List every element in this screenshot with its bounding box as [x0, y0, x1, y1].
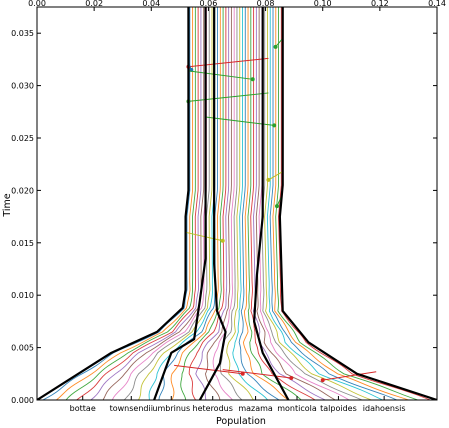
lineage-line — [252, 7, 326, 400]
y-axis-tick-label: 0.035 — [11, 29, 34, 38]
lineage-line — [123, 7, 210, 400]
x-axis-category-label: heterodus — [193, 404, 233, 413]
lineage-line — [212, 7, 235, 400]
top-axis-tick-label: 0.02 — [85, 0, 103, 8]
migration-point — [272, 123, 277, 128]
lineage-line — [170, 7, 221, 400]
lineage-line — [269, 7, 398, 400]
migration-point — [273, 44, 278, 49]
migration-line — [268, 171, 283, 181]
lineage-line — [266, 7, 383, 400]
migration-line — [188, 70, 253, 80]
lineage-line — [242, 7, 289, 400]
lineage-line — [180, 7, 224, 400]
lineage-line — [247, 7, 302, 400]
top-axis-tick-label: 0.10 — [314, 0, 332, 8]
migration-line — [188, 57, 269, 68]
population-boundary — [253, 7, 290, 400]
population-boundary — [37, 7, 190, 400]
lineage-line — [195, 7, 230, 400]
top-axis-tick-label: 0.04 — [142, 0, 160, 8]
y-axis-tick-label: 0.000 — [11, 396, 34, 405]
migration-line — [174, 364, 243, 375]
y-axis-tick-label: 0.030 — [11, 82, 34, 91]
y-axis-tick-label: 0.025 — [11, 134, 34, 143]
lineage-line — [42, 7, 191, 400]
x-axis-category-label: talpoides — [320, 404, 357, 413]
lineage-line — [65, 7, 196, 400]
plot-area — [37, 7, 437, 400]
migration-line — [188, 92, 269, 102]
lineage-line — [250, 7, 316, 400]
migration-line — [222, 369, 292, 379]
top-axis-tick-label: 0.12 — [371, 0, 389, 8]
x-axis-category-label: monticola — [277, 404, 317, 413]
migration-point — [320, 378, 325, 383]
migration-point — [289, 375, 294, 380]
lineage-line — [226, 7, 254, 400]
x-axis-category-label: townsendii — [110, 404, 153, 413]
migration-line — [185, 231, 223, 242]
lineage-line — [232, 7, 269, 400]
y-axis-label: Time — [2, 193, 13, 217]
plot-frame — [36, 6, 438, 401]
top-axis-tick-label: 0.14 — [428, 0, 446, 8]
population-boundary — [198, 7, 227, 400]
lineage-line — [138, 7, 213, 400]
population-boundary — [153, 7, 207, 400]
migration-point — [266, 177, 271, 182]
lineage-line — [278, 7, 431, 400]
migration-point — [220, 238, 225, 243]
migration-point — [250, 77, 255, 82]
top-axis-tick-label: 0.06 — [200, 0, 218, 8]
axes: 0.00 0.02 0.04 0.06 0.08 0.10 0.12 0.14 0.000 0.0… — [11, 0, 446, 413]
lineage-line — [56, 7, 194, 400]
lineage-line — [238, 7, 280, 400]
migration-line — [322, 371, 377, 381]
y-axis-tick-label: 0.005 — [11, 344, 34, 353]
x-axis-label: Population — [216, 416, 266, 427]
lineage-layer — [37, 7, 437, 400]
y-axis-tick-label: 0.010 — [11, 291, 34, 300]
x-axis-category-label: umbrinus — [152, 404, 190, 413]
lineage-line — [219, 7, 243, 400]
lineage-line — [264, 7, 372, 400]
lineage-line — [275, 7, 419, 400]
population-boundary — [278, 7, 437, 400]
migration-point — [275, 204, 279, 209]
lineage-line — [272, 7, 409, 400]
x-axis-category-label: bottae — [70, 404, 96, 413]
lineage-line — [204, 7, 232, 400]
top-axis-tick-label: 0.08 — [257, 0, 275, 8]
lineage-line — [158, 7, 218, 400]
lineage-line — [255, 7, 336, 400]
lineage-line — [188, 7, 227, 400]
x-axis-category-label: mazama — [238, 404, 273, 413]
top-axis-tick-label: 0.00 — [28, 0, 46, 8]
migration-point — [240, 371, 245, 376]
y-axis-tick-label: 0.015 — [11, 239, 34, 248]
y-axis-tick-label: 0.020 — [11, 186, 34, 195]
x-axis-category-label: idahoensis — [363, 404, 406, 413]
